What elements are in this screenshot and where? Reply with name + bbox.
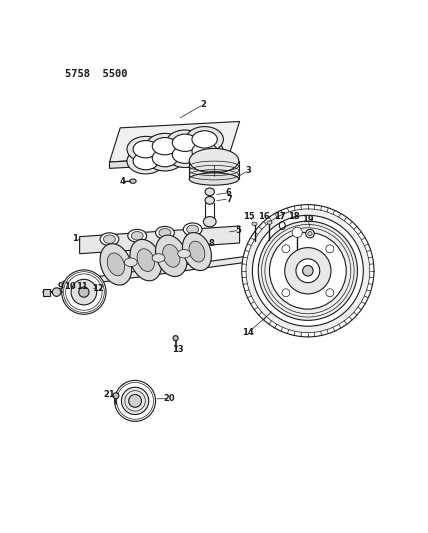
Circle shape <box>296 259 320 282</box>
Text: 11: 11 <box>76 282 88 291</box>
Polygon shape <box>110 122 240 162</box>
Ellipse shape <box>163 245 180 267</box>
Text: 14: 14 <box>242 328 254 337</box>
Text: 5: 5 <box>236 226 242 235</box>
Ellipse shape <box>152 254 165 262</box>
Circle shape <box>129 394 142 407</box>
Ellipse shape <box>189 241 205 262</box>
Circle shape <box>282 245 290 253</box>
Ellipse shape <box>178 249 190 258</box>
Ellipse shape <box>182 232 211 271</box>
Circle shape <box>258 221 357 320</box>
Ellipse shape <box>100 233 119 246</box>
Circle shape <box>285 248 331 294</box>
Text: 1: 1 <box>72 235 78 243</box>
Ellipse shape <box>100 244 132 285</box>
Circle shape <box>308 231 312 236</box>
Ellipse shape <box>267 221 272 224</box>
Ellipse shape <box>104 235 116 244</box>
Text: 2: 2 <box>200 100 206 109</box>
Ellipse shape <box>130 179 136 183</box>
Circle shape <box>326 289 334 297</box>
Ellipse shape <box>146 146 184 171</box>
Ellipse shape <box>133 141 158 158</box>
Polygon shape <box>62 254 272 287</box>
Ellipse shape <box>133 152 158 170</box>
Ellipse shape <box>137 249 155 271</box>
Polygon shape <box>189 161 239 179</box>
Ellipse shape <box>130 239 161 281</box>
Ellipse shape <box>183 223 202 236</box>
Ellipse shape <box>155 227 174 239</box>
Text: 9: 9 <box>57 282 63 291</box>
Text: 21: 21 <box>104 390 116 399</box>
Ellipse shape <box>152 149 178 167</box>
Ellipse shape <box>127 148 164 174</box>
Ellipse shape <box>146 133 184 159</box>
Text: 13: 13 <box>172 345 184 354</box>
Ellipse shape <box>152 138 178 155</box>
Ellipse shape <box>186 139 223 164</box>
Text: 5758  5500: 5758 5500 <box>65 69 127 79</box>
Text: 20: 20 <box>163 394 175 403</box>
Text: 3: 3 <box>245 166 251 175</box>
Polygon shape <box>110 156 229 168</box>
Text: 18: 18 <box>288 212 300 221</box>
Ellipse shape <box>172 146 198 164</box>
Ellipse shape <box>128 229 147 242</box>
Text: 19: 19 <box>302 215 314 224</box>
Text: 12: 12 <box>92 284 104 293</box>
Ellipse shape <box>205 188 214 196</box>
Circle shape <box>282 289 290 297</box>
Text: 16: 16 <box>259 212 270 221</box>
Circle shape <box>270 232 346 309</box>
Circle shape <box>113 393 119 399</box>
Text: 6: 6 <box>226 188 232 197</box>
Circle shape <box>306 229 314 238</box>
Ellipse shape <box>205 197 214 204</box>
Ellipse shape <box>192 131 217 148</box>
Text: 4: 4 <box>119 176 125 185</box>
Circle shape <box>326 245 334 253</box>
Circle shape <box>71 279 97 305</box>
Ellipse shape <box>252 222 257 225</box>
Ellipse shape <box>107 253 125 276</box>
Ellipse shape <box>127 136 164 162</box>
Circle shape <box>253 215 363 326</box>
Ellipse shape <box>203 216 216 227</box>
Text: 17: 17 <box>274 212 285 221</box>
Circle shape <box>122 387 149 415</box>
Polygon shape <box>42 289 50 295</box>
Ellipse shape <box>159 229 171 237</box>
Ellipse shape <box>125 258 137 266</box>
Ellipse shape <box>189 173 239 185</box>
Text: 15: 15 <box>243 212 255 221</box>
Ellipse shape <box>131 231 143 240</box>
Ellipse shape <box>189 148 239 173</box>
Ellipse shape <box>172 134 198 151</box>
Ellipse shape <box>166 130 204 156</box>
Text: 7: 7 <box>226 195 232 204</box>
Ellipse shape <box>187 225 199 233</box>
Circle shape <box>52 288 61 296</box>
Circle shape <box>303 265 313 276</box>
Ellipse shape <box>166 142 204 167</box>
Circle shape <box>173 336 178 341</box>
Circle shape <box>246 209 370 333</box>
Text: 8: 8 <box>209 239 215 247</box>
Text: 10: 10 <box>65 282 76 291</box>
Circle shape <box>242 205 374 337</box>
Ellipse shape <box>186 126 223 152</box>
Ellipse shape <box>155 235 187 277</box>
Ellipse shape <box>192 143 217 160</box>
Polygon shape <box>80 226 240 254</box>
Circle shape <box>115 381 155 422</box>
Circle shape <box>292 227 302 238</box>
Circle shape <box>62 270 106 314</box>
Circle shape <box>79 287 89 297</box>
